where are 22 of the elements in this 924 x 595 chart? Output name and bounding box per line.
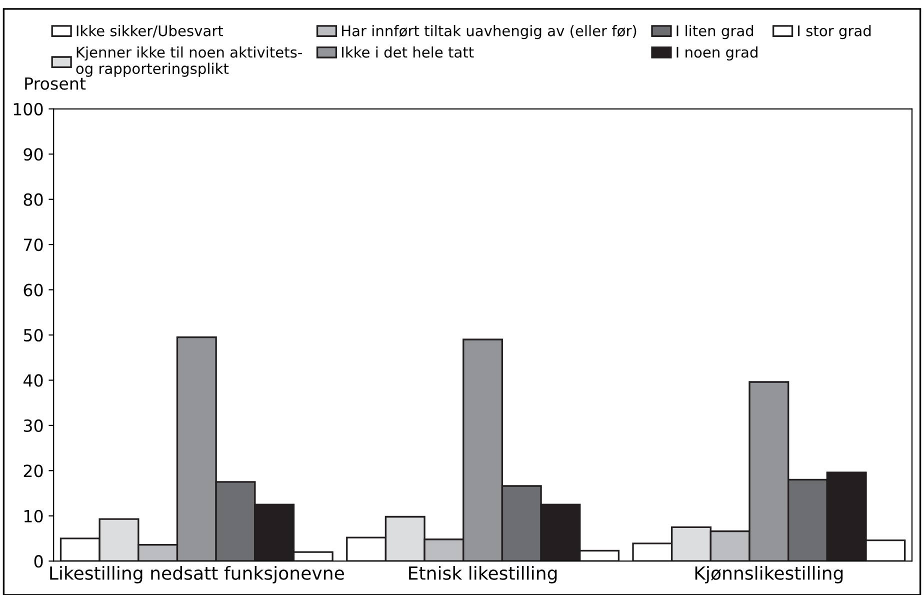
y-tick-label: 30	[24, 419, 43, 432]
x-tick-label: Likestilling nedsatt funksjonevne	[50, 566, 344, 584]
legend-label: Ikke i det hele tatt	[342, 46, 474, 58]
y-tick-label: 90	[24, 148, 43, 161]
y-tick-label: 10	[24, 510, 43, 522]
y-tick-label: 100	[14, 102, 43, 116]
x-tick-label: Etnisk likestilling	[409, 566, 557, 584]
y-tick-label: 70	[24, 238, 43, 252]
x-tick-label: Kjønnslikestilling	[695, 566, 843, 584]
legend-label: Ikke sikker/Ubesvart	[76, 25, 224, 38]
y-tick-label: 80	[24, 193, 43, 206]
legend-label: I liten grad	[676, 25, 754, 40]
legend-label: Har innført tiltak uavhengig av (eller før)	[342, 25, 636, 40]
y-tick-label: 0	[34, 555, 43, 568]
y-tick-label: 60	[24, 284, 43, 296]
legend-label: I stor grad	[798, 25, 871, 40]
y-axis-title: Prosent	[25, 77, 86, 90]
y-tick-label: 20	[24, 464, 43, 478]
y-tick-label: 40	[23, 374, 43, 387]
y-tick-label: 50	[24, 328, 43, 342]
legend-label: I noen grad	[676, 46, 758, 61]
legend-label: Kjenner ikke til noen aktivitets- og rapporteringsplikt	[76, 46, 302, 77]
